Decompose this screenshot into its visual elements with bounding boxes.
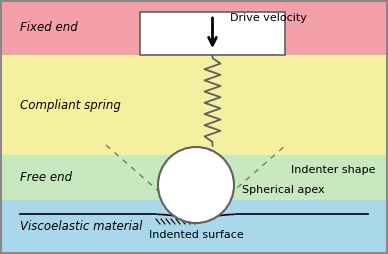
Text: Fixed end: Fixed end	[20, 21, 78, 34]
Text: Compliant spring: Compliant spring	[20, 99, 121, 112]
Text: Indented surface: Indented surface	[149, 230, 243, 240]
Bar	[0, 200, 388, 254]
Text: Drive velocity: Drive velocity	[230, 13, 307, 23]
Bar	[0, 155, 388, 200]
Bar	[0, 55, 388, 155]
Bar	[140, 12, 285, 55]
Circle shape	[158, 147, 234, 223]
Bar	[0, 0, 388, 55]
Text: Spherical apex: Spherical apex	[242, 185, 325, 195]
Text: Indenter shape: Indenter shape	[291, 165, 376, 175]
Text: Free end: Free end	[20, 171, 72, 184]
Text: Viscoelastic material: Viscoelastic material	[20, 220, 142, 233]
